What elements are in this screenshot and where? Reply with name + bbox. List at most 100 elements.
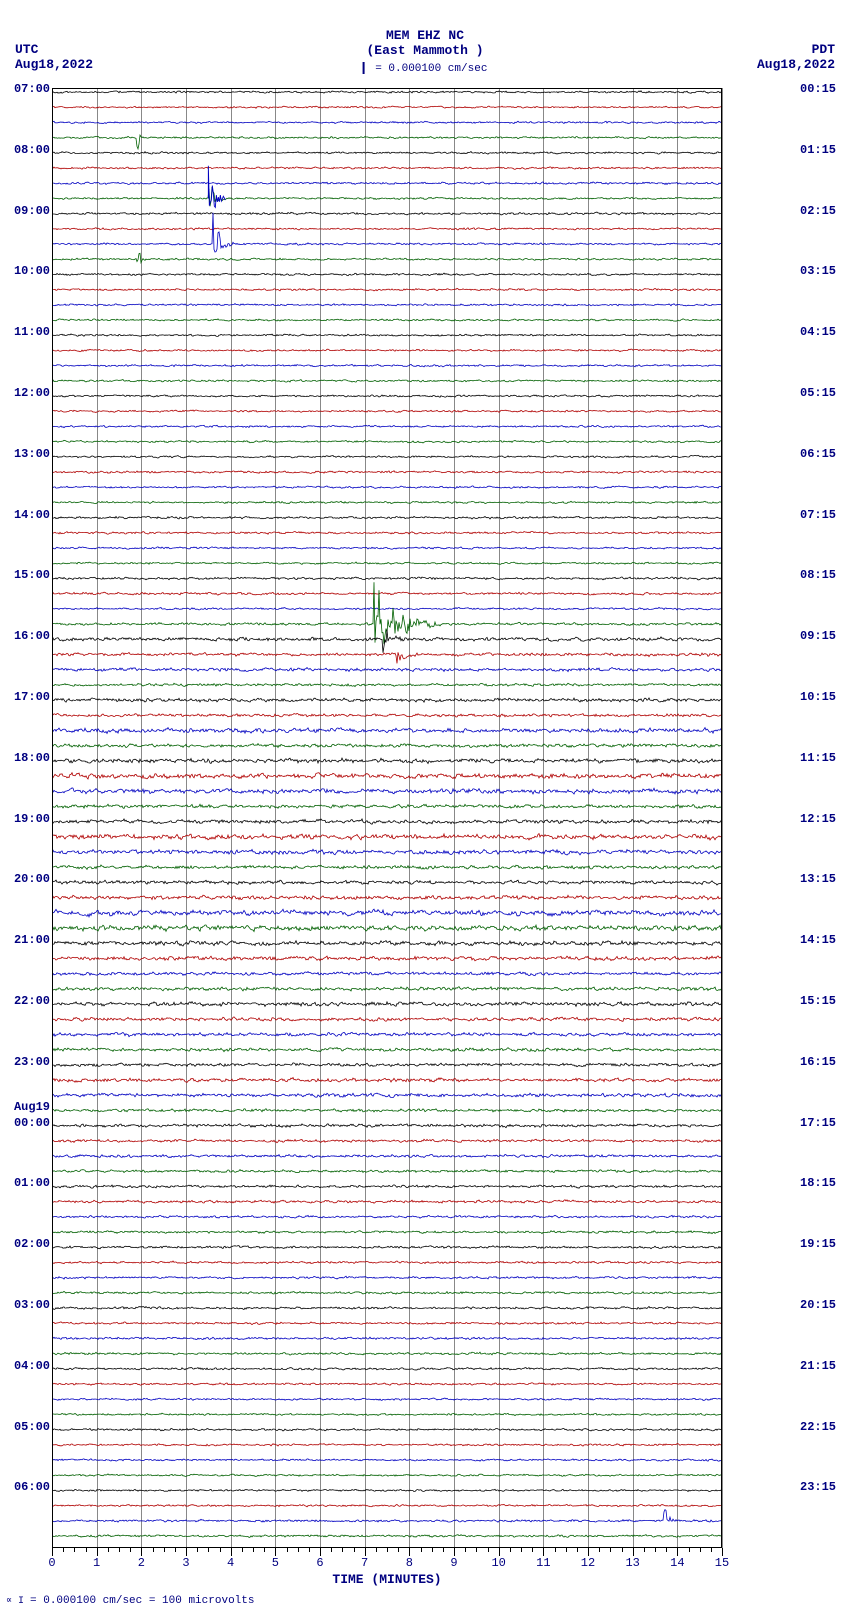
utc-hour-label: 00:00 (14, 1116, 50, 1130)
x-tick-minor (331, 1548, 332, 1552)
location-label: (East Mammoth ) (366, 43, 483, 58)
x-tick-minor (309, 1548, 310, 1552)
x-tick-minor (711, 1548, 712, 1552)
x-tick-major (231, 1548, 232, 1556)
x-tick-minor (108, 1548, 109, 1552)
x-tick-label: 3 (182, 1556, 189, 1570)
utc-hour-label: 19:00 (14, 812, 50, 826)
x-tick-major (499, 1548, 500, 1556)
header-center-block: MEM EHZ NC (East Mammoth ) (366, 28, 483, 58)
x-tick-minor (354, 1548, 355, 1552)
pdt-hour-label: 01:15 (800, 143, 836, 157)
tz-right-label: PDT (757, 42, 835, 57)
utc-hour-label: 07:00 (14, 82, 50, 96)
utc-hour-label: 15:00 (14, 568, 50, 582)
utc-hour-label: 11:00 (14, 325, 50, 339)
utc-hour-label: 08:00 (14, 143, 50, 157)
utc-hour-label: 02:00 (14, 1237, 50, 1251)
x-tick-minor (130, 1548, 131, 1552)
x-tick-major (320, 1548, 321, 1556)
utc-hour-label: 13:00 (14, 447, 50, 461)
x-tick-minor (610, 1548, 611, 1552)
x-tick-major (633, 1548, 634, 1556)
x-tick-label: 0 (48, 1556, 55, 1570)
footer-scale-note: ∝ I = 0.000100 cm/sec = 100 microvolts (6, 1595, 254, 1607)
x-tick-label: 11 (536, 1556, 550, 1570)
x-tick-minor (689, 1548, 690, 1552)
x-tick-minor (577, 1548, 578, 1552)
right-time-labels: 00:1501:1502:1503:1504:1505:1506:1507:15… (800, 88, 844, 1548)
x-tick-label: 15 (715, 1556, 729, 1570)
utc-hour-label: 09:00 (14, 204, 50, 218)
x-tick-major (677, 1548, 678, 1556)
x-tick-major (52, 1548, 53, 1556)
pdt-hour-label: 13:15 (800, 872, 836, 886)
x-tick-label: 9 (450, 1556, 457, 1570)
x-tick-minor (555, 1548, 556, 1552)
x-tick-minor (197, 1548, 198, 1552)
x-tick-minor (264, 1548, 265, 1552)
x-tick-minor (443, 1548, 444, 1552)
x-tick-major (275, 1548, 276, 1556)
utc-hour-label: 06:00 (14, 1480, 50, 1494)
x-tick-minor (521, 1548, 522, 1552)
x-axis-title: TIME (MINUTES) (332, 1572, 441, 1587)
pdt-hour-label: 19:15 (800, 1237, 836, 1251)
x-tick-major (141, 1548, 142, 1556)
pdt-hour-label: 09:15 (800, 629, 836, 643)
pdt-hour-label: 12:15 (800, 812, 836, 826)
x-tick-major (588, 1548, 589, 1556)
x-tick-minor (532, 1548, 533, 1552)
x-tick-minor (298, 1548, 299, 1552)
x-tick-label: 4 (227, 1556, 234, 1570)
utc-hour-label: 18:00 (14, 751, 50, 765)
x-tick-minor (465, 1548, 466, 1552)
x-tick-minor (175, 1548, 176, 1552)
utc-hour-label: 04:00 (14, 1359, 50, 1373)
x-tick-minor (488, 1548, 489, 1552)
pdt-hour-label: 18:15 (800, 1176, 836, 1190)
utc-hour-label: 10:00 (14, 264, 50, 278)
scale-bar-icon: ∝ I (6, 1596, 30, 1607)
utc-hour-label: 14:00 (14, 508, 50, 522)
x-ticks: 0123456789101112131415 (52, 1548, 722, 1556)
x-tick-minor (342, 1548, 343, 1552)
pdt-hour-label: 00:15 (800, 82, 836, 96)
utc-hour-label: 21:00 (14, 933, 50, 947)
x-tick-label: 2 (138, 1556, 145, 1570)
pdt-hour-label: 15:15 (800, 994, 836, 1008)
x-tick-minor (510, 1548, 511, 1552)
gridline (722, 88, 723, 1548)
footer-text: = 0.000100 cm/sec = 100 microvolts (30, 1595, 254, 1607)
date-left-label: Aug18,2022 (15, 57, 93, 72)
chart-header: UTC Aug18,2022 MEM EHZ NC (East Mammoth … (0, 0, 850, 80)
utc-hour-label: 03:00 (14, 1298, 50, 1312)
x-tick-minor (666, 1548, 667, 1552)
x-tick-major (722, 1548, 723, 1556)
header-right-block: PDT Aug18,2022 (757, 42, 835, 72)
x-tick-minor (208, 1548, 209, 1552)
pdt-hour-label: 06:15 (800, 447, 836, 461)
scale-text: = 0.000100 cm/sec (375, 63, 487, 75)
date-right-label: Aug18,2022 (757, 57, 835, 72)
scale-bar-icon (363, 62, 365, 74)
left-time-labels: 07:0008:0009:0010:0011:0012:0013:0014:00… (6, 88, 50, 1548)
utc-hour-label: 22:00 (14, 994, 50, 1008)
scale-indicator: = 0.000100 cm/sec (363, 62, 488, 75)
x-tick-label: 8 (406, 1556, 413, 1570)
x-tick-major (365, 1548, 366, 1556)
x-tick-minor (153, 1548, 154, 1552)
x-tick-label: 10 (491, 1556, 505, 1570)
x-tick-minor (398, 1548, 399, 1552)
utc-hour-label: 01:00 (14, 1176, 50, 1190)
pdt-hour-label: 04:15 (800, 325, 836, 339)
x-axis: 0123456789101112131415 TIME (MINUTES) (52, 1548, 722, 1588)
utc-hour-label: 12:00 (14, 386, 50, 400)
x-tick-label: 7 (361, 1556, 368, 1570)
pdt-hour-label: 20:15 (800, 1298, 836, 1312)
x-tick-minor (644, 1548, 645, 1552)
x-tick-label: 5 (272, 1556, 279, 1570)
station-label: MEM EHZ NC (366, 28, 483, 43)
x-tick-minor (253, 1548, 254, 1552)
x-tick-minor (622, 1548, 623, 1552)
